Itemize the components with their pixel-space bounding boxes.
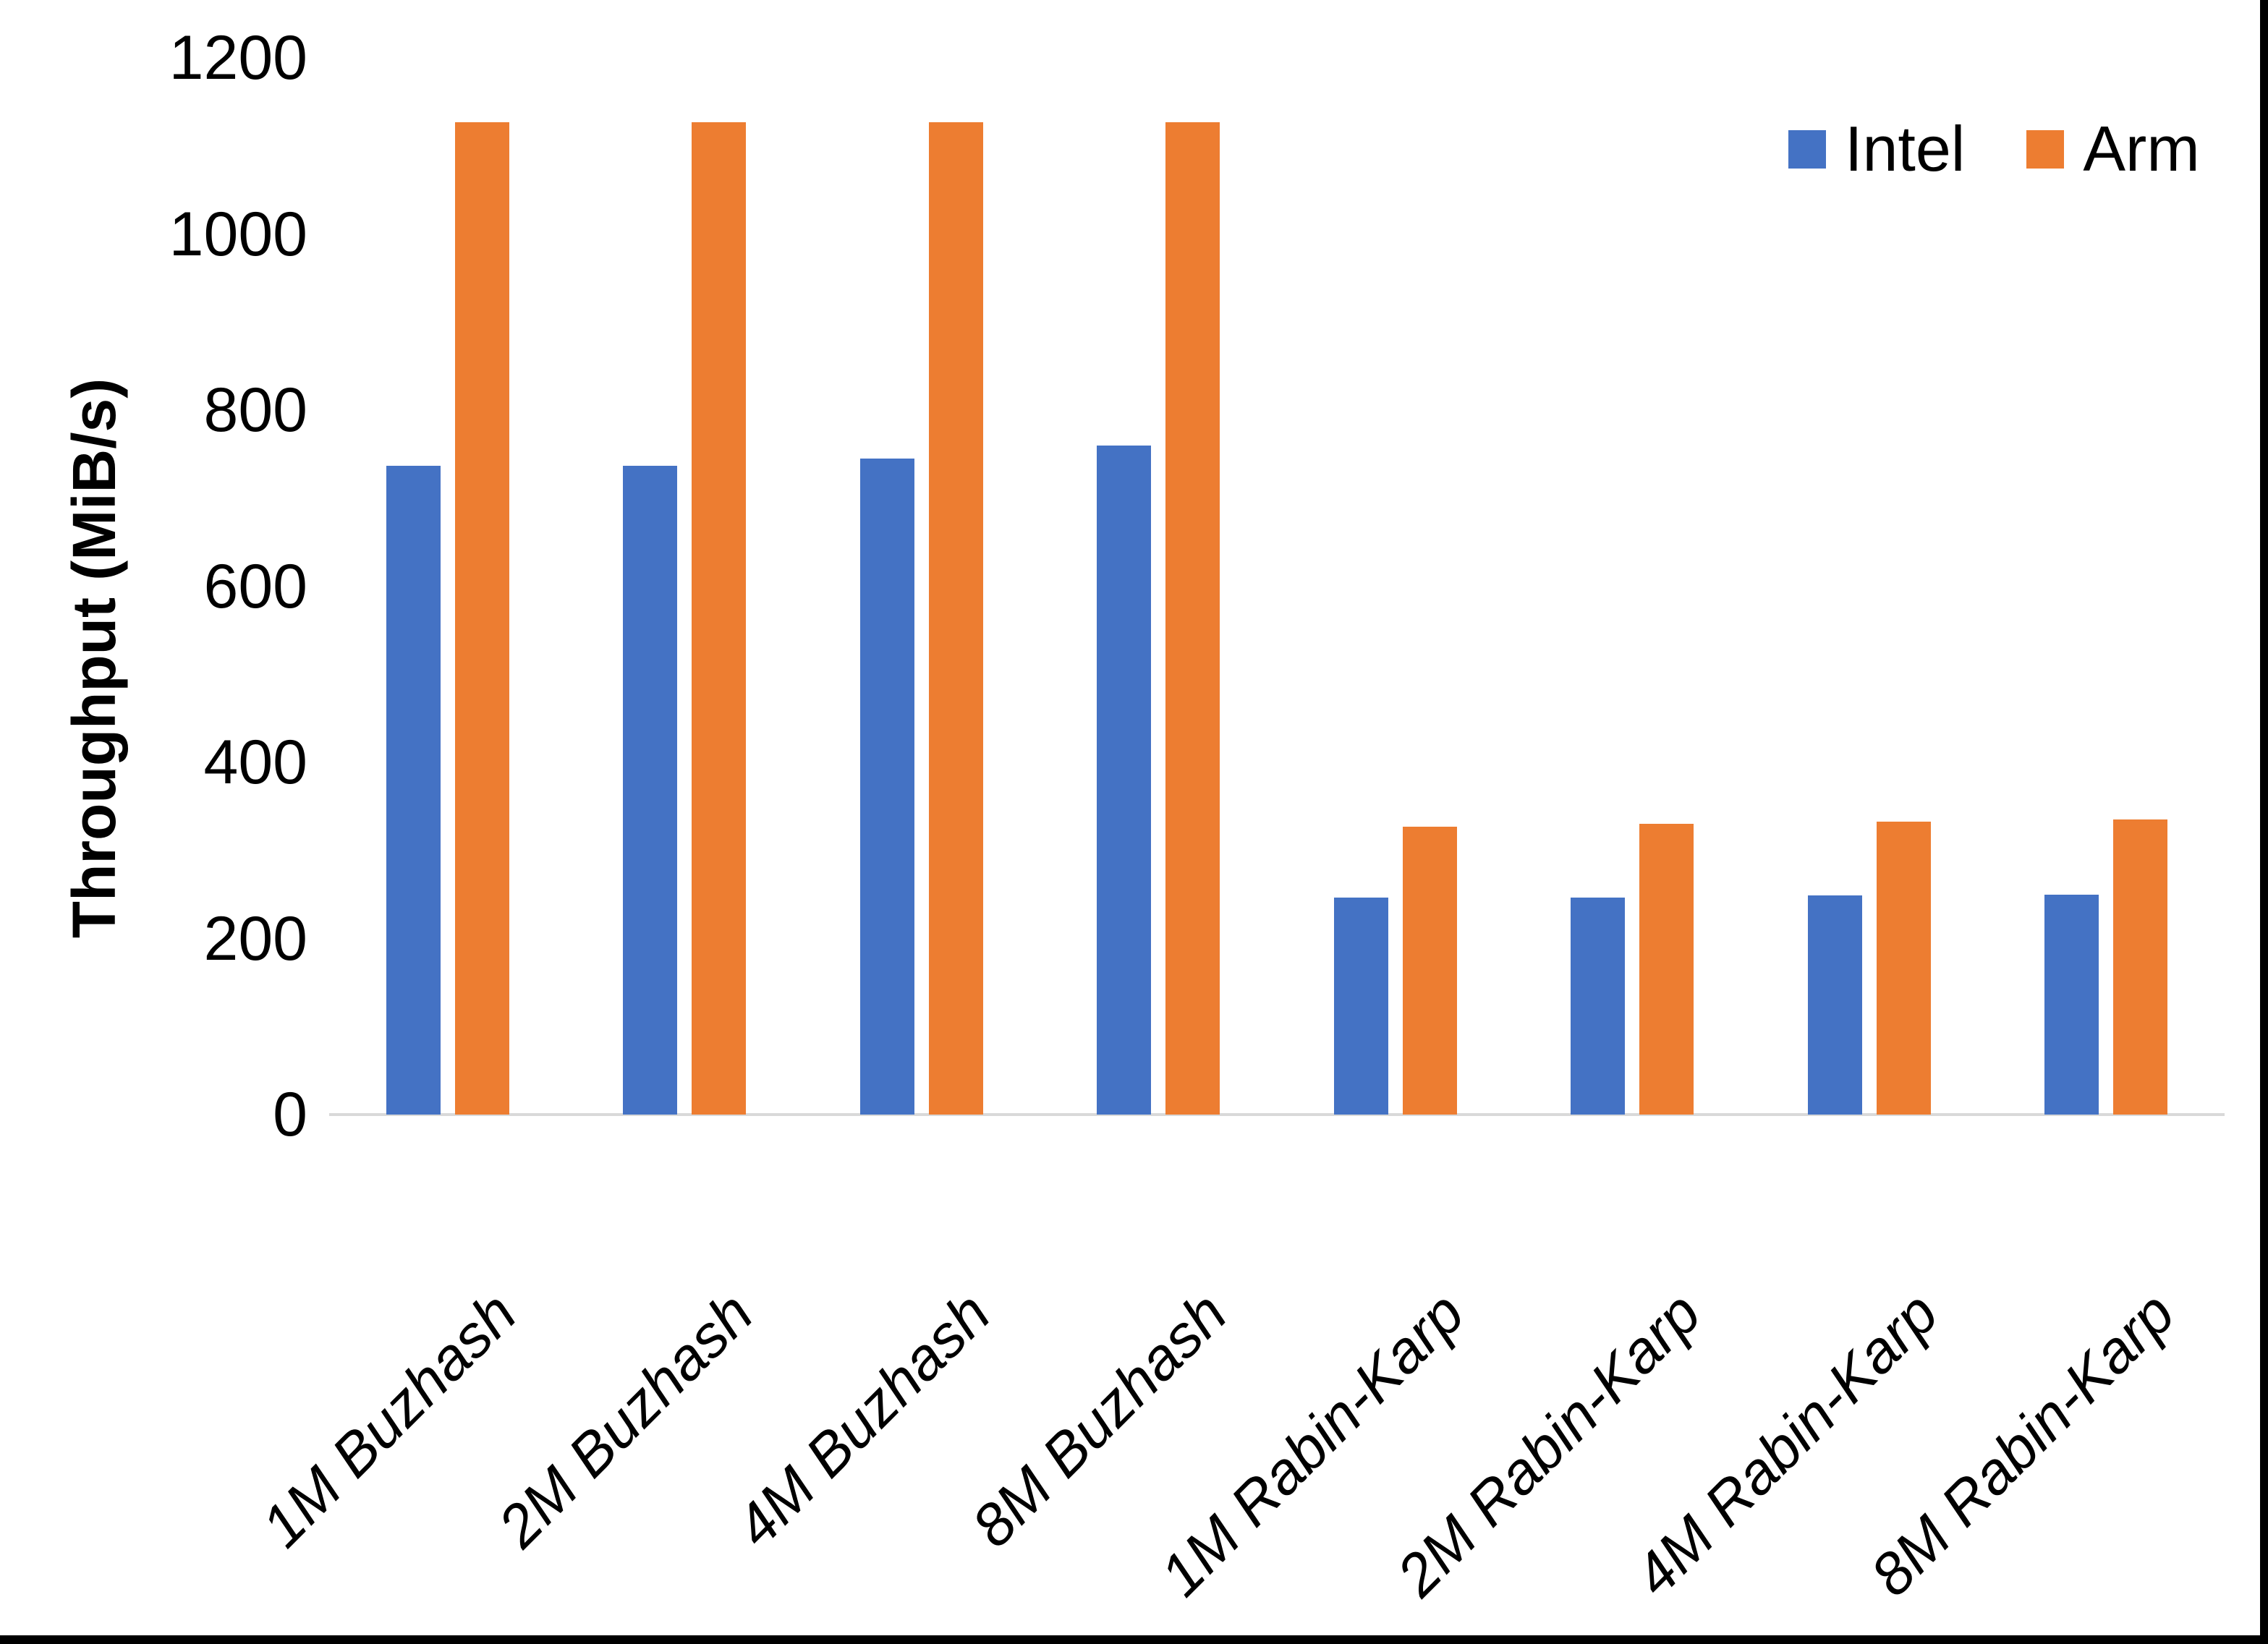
y-tick-label-600: 600 <box>203 551 308 621</box>
bar-arm-1m-buzhash <box>454 122 509 1115</box>
bar-arm-8m-buzhash <box>1165 122 1220 1115</box>
bar-intel-4m-rabin-karp <box>1807 895 1862 1115</box>
bar-intel-1m-buzhash <box>386 465 441 1115</box>
legend-swatch-arm <box>2026 129 2065 169</box>
bar-arm-1m-rabin-karp <box>1402 826 1457 1115</box>
y-tick-label-1000: 1000 <box>169 199 307 269</box>
bar-intel-2m-rabin-karp <box>1571 898 1626 1115</box>
bar-arm-4m-rabin-karp <box>1876 821 1931 1115</box>
legend-item-arm: Arm <box>2026 113 2200 184</box>
bar-intel-4m-buzhash <box>859 458 914 1115</box>
y-tick-label-800: 800 <box>203 375 308 445</box>
legend-label-arm: Arm <box>2083 113 2200 184</box>
bar-arm-4m-buzhash <box>928 122 983 1115</box>
bar-arm-2m-rabin-karp <box>1639 824 1694 1115</box>
y-axis-title: Throughput (MiB/s) <box>59 378 128 939</box>
bar-arm-2m-buzhash <box>692 122 747 1115</box>
y-tick-label-0: 0 <box>273 1080 307 1149</box>
bar-intel-2m-buzhash <box>623 465 678 1115</box>
bar-arm-8m-rabin-karp <box>2113 819 2168 1115</box>
legend-item-intel: Intel <box>1788 116 1965 182</box>
y-tick-label-400: 400 <box>203 728 308 797</box>
bar-intel-1m-rabin-karp <box>1333 898 1388 1115</box>
bar-intel-8m-rabin-karp <box>2044 894 2099 1115</box>
right-border-bar <box>2260 0 2268 1644</box>
legend: Intel Arm <box>1788 116 2200 182</box>
legend-label-intel: Intel <box>1845 113 1966 184</box>
y-tick-label-1200: 1200 <box>169 23 307 93</box>
y-tick-label-200: 200 <box>203 903 308 974</box>
bottom-border-bar <box>0 1635 2268 1644</box>
x-axis-line <box>329 1113 2225 1116</box>
bar-intel-8m-buzhash <box>1097 445 1152 1115</box>
legend-swatch-intel <box>1788 129 1826 169</box>
